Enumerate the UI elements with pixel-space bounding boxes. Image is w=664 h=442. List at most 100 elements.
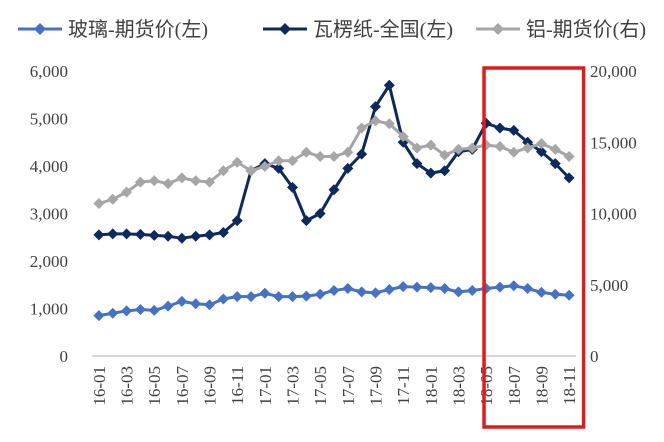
series-2-point xyxy=(314,208,326,219)
y-left-tick-label: 2,000 xyxy=(30,252,68,271)
series-3-point xyxy=(397,131,409,143)
y-right-tick-label: 10,000 xyxy=(590,205,637,224)
x-tick-label: 18-11 xyxy=(560,366,579,405)
series-1-point xyxy=(466,284,478,296)
legend-marker-2 xyxy=(279,23,291,35)
series-2-point xyxy=(121,228,133,240)
series-3-point xyxy=(369,115,381,127)
series-1-point xyxy=(176,295,188,307)
legend-marker-3 xyxy=(492,23,504,35)
y-left-tick-label: 0 xyxy=(60,347,69,366)
series-2-point xyxy=(508,124,520,136)
series-2-point xyxy=(231,215,243,227)
series-1-point xyxy=(217,293,229,305)
y-right-tick-label: 5,000 xyxy=(590,276,628,295)
series-2-point xyxy=(549,158,561,170)
series-2-point xyxy=(563,172,575,184)
y-right-tick-label: 15,000 xyxy=(590,133,637,152)
series-1-point xyxy=(369,287,381,299)
series-1-point xyxy=(411,281,423,293)
series-1-point xyxy=(452,286,464,298)
series-3-point xyxy=(121,186,133,198)
x-tick-label: 17-09 xyxy=(366,366,385,406)
series-3-point xyxy=(494,141,506,153)
series-2-point xyxy=(273,162,285,174)
series-2-point xyxy=(176,232,188,244)
x-tick-label: 18-07 xyxy=(505,366,524,406)
series-3-point xyxy=(549,143,561,155)
x-tick-label: 16-01 xyxy=(90,366,109,406)
series-1-point xyxy=(563,289,575,301)
x-tick-label: 16-11 xyxy=(228,366,247,405)
series-2-point xyxy=(162,230,174,242)
series-3-point xyxy=(300,146,312,158)
series-1-point xyxy=(107,307,119,319)
series-2-point xyxy=(190,230,202,242)
x-tick-label: 17-11 xyxy=(394,366,413,405)
series-1-point xyxy=(93,310,105,322)
series-1-point xyxy=(508,280,520,292)
series-3-point xyxy=(439,149,451,161)
series-2-point xyxy=(383,79,395,91)
series-3-point xyxy=(93,198,105,210)
series-3-point xyxy=(287,155,299,167)
series-2-point xyxy=(356,148,368,160)
series-3-point xyxy=(452,143,464,155)
x-tick-label: 17-01 xyxy=(256,366,275,406)
series-1-point xyxy=(356,286,368,298)
series-1-point xyxy=(383,284,395,295)
series-1-point xyxy=(259,287,271,299)
series-2-point xyxy=(107,228,119,240)
series-1-point xyxy=(439,283,451,295)
series-3-point xyxy=(134,176,146,188)
series-2-point xyxy=(480,117,492,129)
series-2-point xyxy=(342,162,354,174)
y-left-tick-label: 6,000 xyxy=(30,62,68,81)
legend-label-1: 玻璃-期货价(左) xyxy=(68,18,208,41)
series-3-point xyxy=(176,172,188,184)
series-2-point xyxy=(522,136,534,148)
series-3-point xyxy=(411,142,423,154)
series-2-point xyxy=(287,181,299,193)
series-3-point xyxy=(508,146,520,158)
series-3-point xyxy=(259,160,271,172)
series-1-point xyxy=(342,283,354,295)
x-tick-label: 16-09 xyxy=(201,366,220,406)
series-2-point xyxy=(134,228,146,240)
y-left-tick-label: 5,000 xyxy=(30,110,68,129)
series-2-point xyxy=(148,229,160,241)
y-left-tick-label: 1,000 xyxy=(30,300,68,319)
series-1-point xyxy=(535,286,547,298)
series-3-point xyxy=(204,176,216,188)
x-tick-label: 18-01 xyxy=(422,366,441,406)
series-3-point xyxy=(107,193,119,205)
series-1-point xyxy=(134,303,146,315)
series-1-point xyxy=(397,281,409,293)
series-1-point xyxy=(148,304,160,316)
series-2-point xyxy=(204,229,216,241)
series-2-point xyxy=(535,146,547,158)
series-3-point xyxy=(162,178,174,190)
series-2-point xyxy=(494,122,506,134)
series-1-point xyxy=(494,281,506,293)
series-3-point xyxy=(273,155,285,167)
series-1-point xyxy=(314,288,326,300)
series-2-point xyxy=(425,167,437,179)
x-tick-label: 18-09 xyxy=(532,366,551,406)
series-1-point xyxy=(287,291,299,303)
series-3-point xyxy=(383,118,395,130)
y-left-tick-label: 4,000 xyxy=(30,157,68,176)
series-1-point xyxy=(204,299,216,311)
series-1-point xyxy=(549,288,561,300)
series-3-point xyxy=(522,142,534,154)
x-tick-label: 16-05 xyxy=(145,366,164,406)
legend-marker-1 xyxy=(34,23,46,35)
series-1-point xyxy=(300,290,312,302)
series-2-point xyxy=(411,158,423,170)
series-1-point xyxy=(425,282,437,294)
series-1-point xyxy=(190,298,202,310)
highlight-box xyxy=(482,66,586,429)
x-tick-label: 17-05 xyxy=(311,366,330,406)
